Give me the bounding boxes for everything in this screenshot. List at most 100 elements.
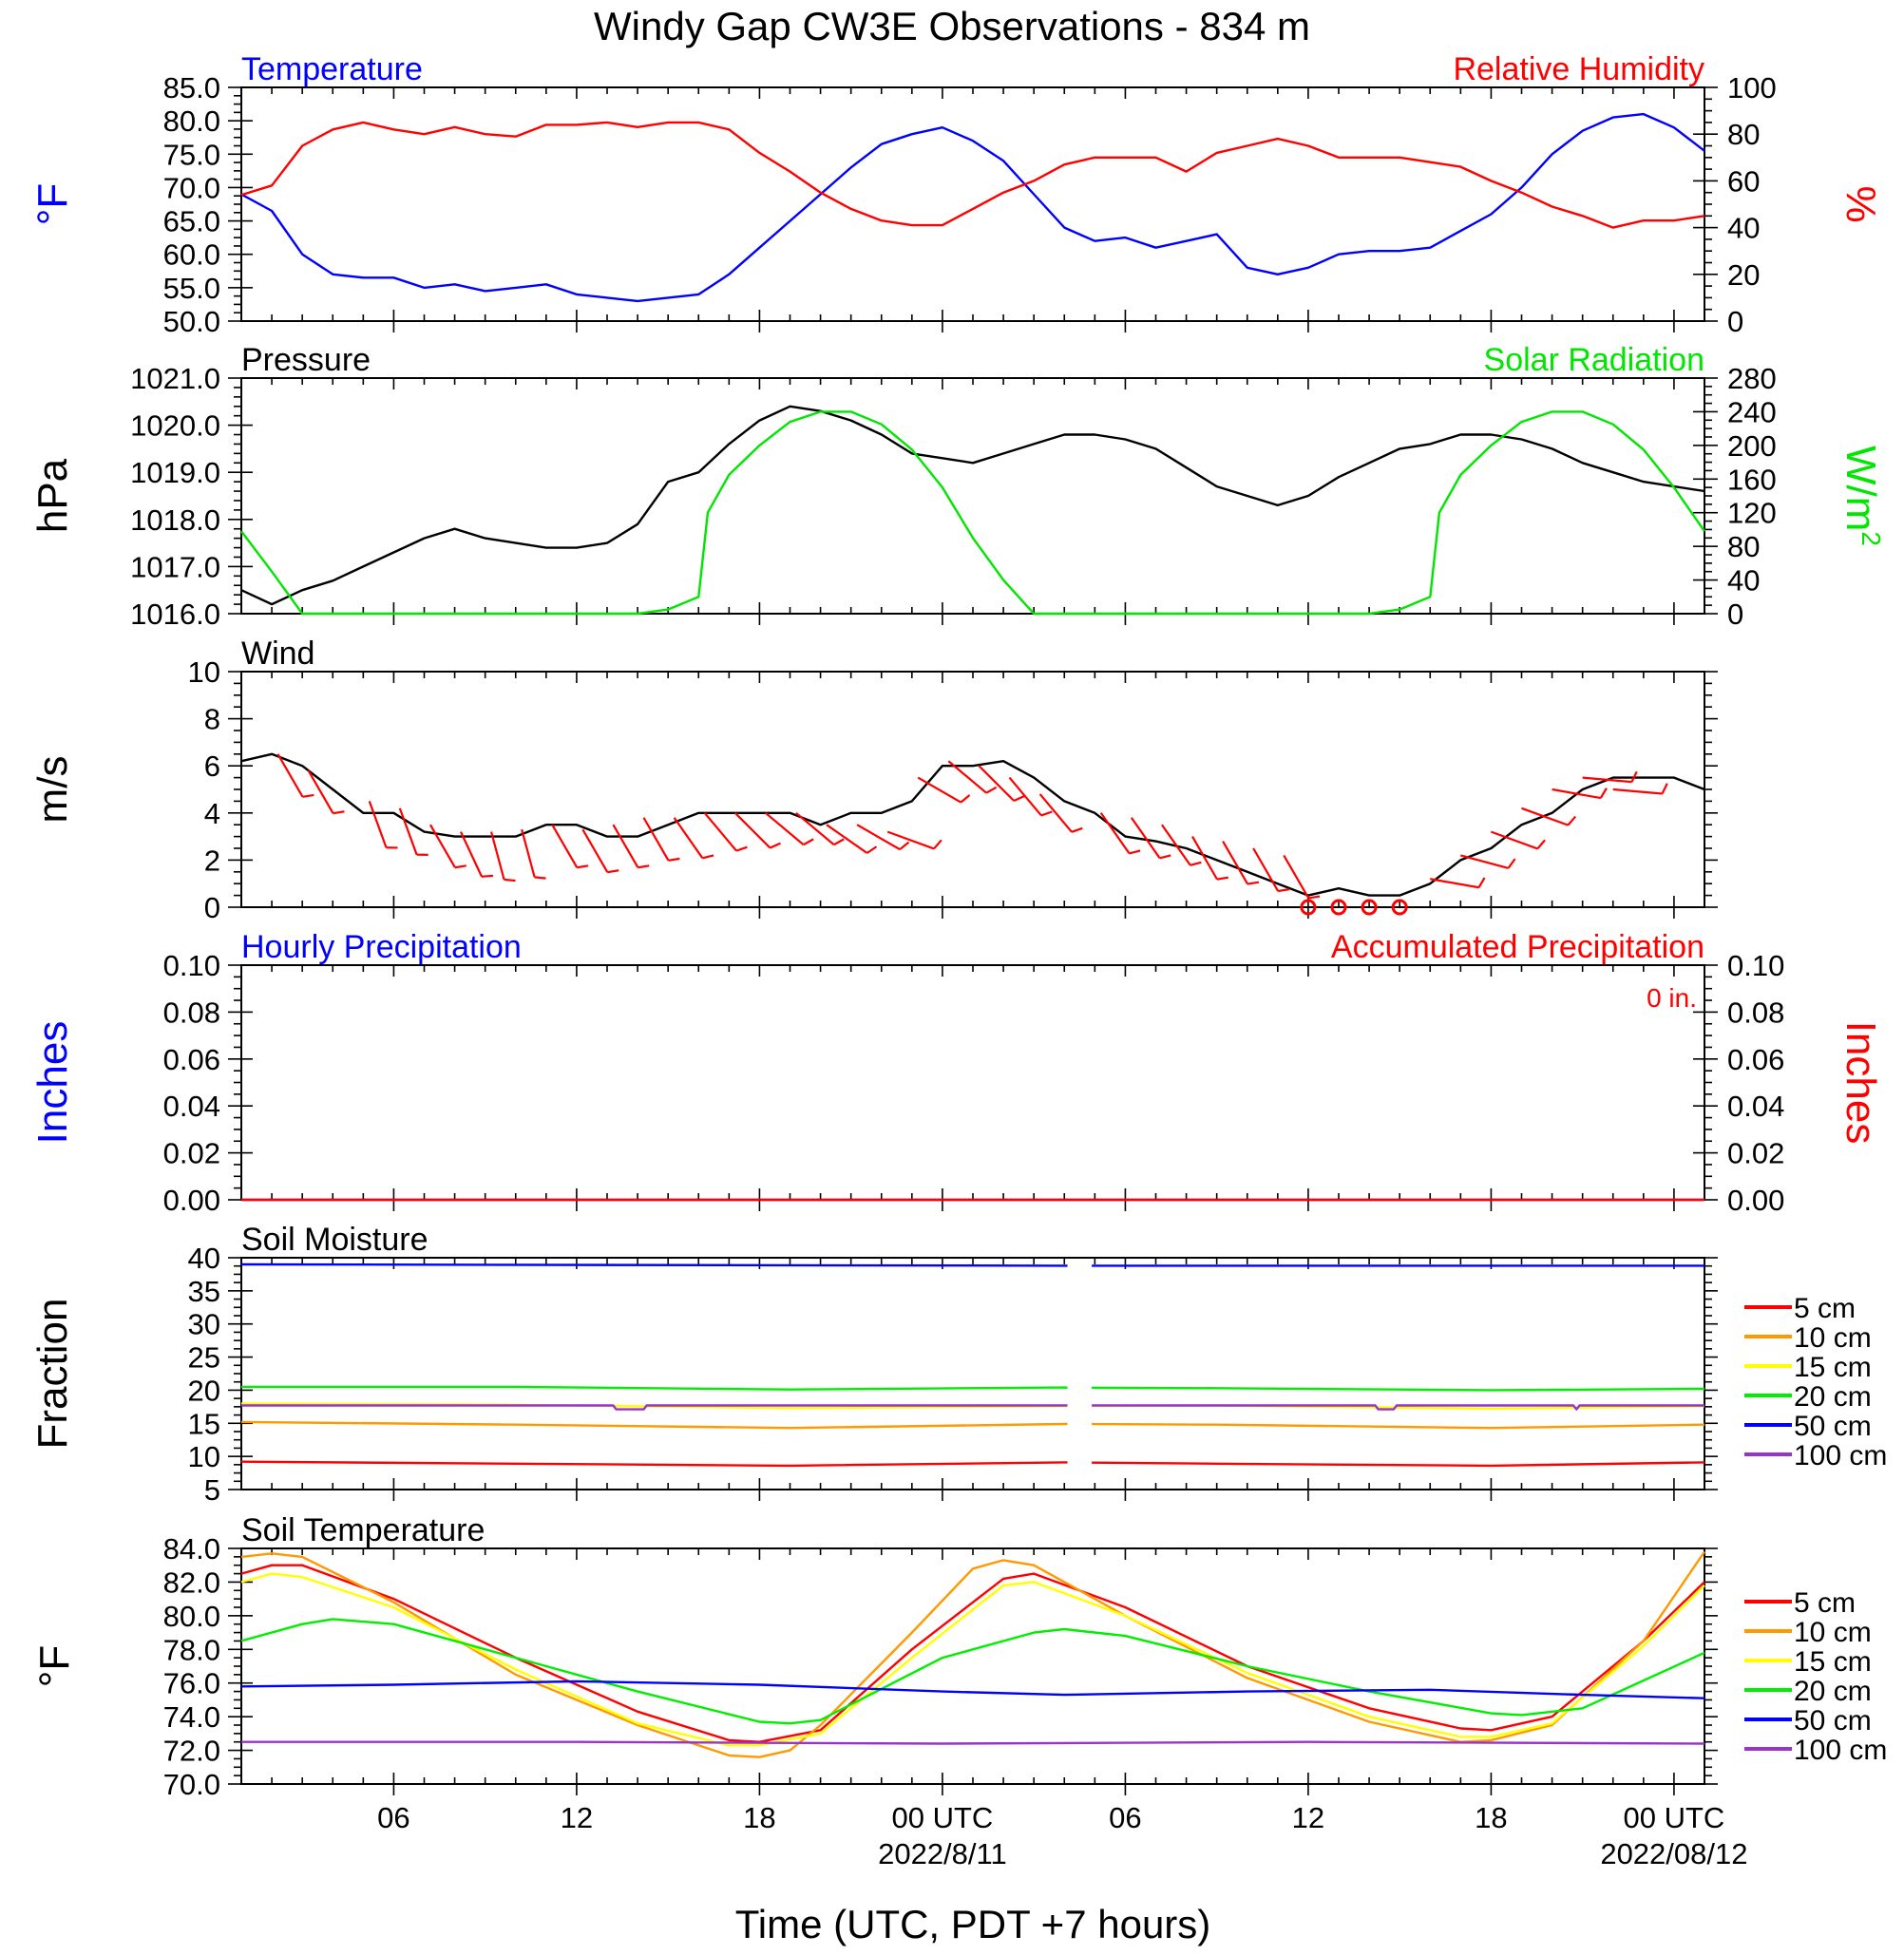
y-tick-label-left: 15 [188,1407,220,1440]
series-line-5-cm [240,1460,1068,1468]
x-tick-label: 12 [1292,1801,1324,1834]
y-tick-label-right: 280 [1727,362,1777,395]
wind-barb-feather [1159,854,1171,860]
wind-barb-staff [1552,788,1601,800]
y-tick-label-left: 25 [188,1341,220,1375]
y-tick-label-left: 84.0 [163,1532,220,1566]
y-tick-label-left: 78.0 [163,1633,220,1666]
x-tick-label: 00 UTC [892,1801,994,1834]
wind-frame [240,671,1705,908]
x-tick-label: 18 [743,1801,775,1834]
legend-label: 50 cm [1794,1411,1872,1442]
series-line-solar-radiation [240,410,1705,616]
legend-label: 15 cm [1794,1646,1872,1678]
wind-barb-feather [454,864,466,869]
temp-rh-ylabel-right: % [1837,185,1884,222]
soil-moisture-title-left: Soil Moisture [241,1222,428,1258]
series-line-100-cm [241,1404,1068,1411]
y-tick-label-right: 0.00 [1727,1184,1784,1217]
y-tick-label-left: 5 [204,1473,220,1507]
wind-barb-staff [1283,854,1310,900]
y-tick-label-left: 85.0 [163,71,220,104]
legend-label: 20 cm [1794,1381,1872,1413]
series-line-50-cm [240,1262,1068,1267]
x-date-label: 2022/8/11 [878,1837,1007,1870]
wind-barb-feather [302,793,314,798]
series-line-pressure [240,405,1705,606]
pressure-solar-frame [240,377,1705,615]
y-tick-label-left: 35 [188,1275,220,1308]
y-tick-label-right: 40 [1727,564,1760,598]
y-tick-label-right: 80 [1727,530,1760,563]
y-tick-label-left: 40 [188,1242,220,1275]
y-tick-label-left: 70.0 [163,171,220,204]
y-tick-label-right: 0 [1727,305,1743,338]
wind-barb-feather [735,845,748,852]
y-tick-label-left: 74.0 [163,1700,220,1734]
y-tick-label-left: 80.0 [163,104,220,138]
wind-barb-staff [886,830,935,850]
y-tick-label-left: 55.0 [163,272,220,305]
wind-barb-staff [368,801,388,848]
legend-label: 50 cm [1794,1705,1872,1737]
wind-barb-staff [1521,807,1569,826]
wind-barb-feather [668,857,680,862]
series-line-10-cm [240,1550,1705,1758]
series-line-50-cm [240,1680,1705,1699]
y-tick-label-right: 0.04 [1727,1090,1784,1123]
wind-barb-staff [490,831,505,881]
wind-barb-staff [1582,776,1632,784]
wind-barb-staff [276,753,304,798]
y-tick-label-left: 0.02 [163,1137,220,1170]
y-tick-label-right: 0 [1727,598,1743,631]
wind-barb-staff [1038,793,1073,833]
wind-barb-feather [960,794,971,804]
accumulated-total-label: 0 in. [1647,983,1697,1013]
legend-label: 5 cm [1794,1293,1856,1324]
x-date-label: 2022/08/12 [1600,1837,1747,1870]
wind-barb-feather [899,841,910,851]
y-tick-label-left: 0.08 [163,996,220,1029]
wind-barb-staff [795,811,835,846]
wind-barb-feather [1071,826,1083,833]
x-tick-label: 12 [561,1801,593,1834]
wind-barb-staff [1252,847,1280,892]
y-tick-label-left: 1021.0 [130,362,220,395]
wind-barb-staff [1460,854,1509,869]
calm-wind-circle [1391,899,1408,916]
wind-barb-staff [947,760,987,794]
series-line-5-cm [1092,1461,1705,1468]
precip-title-right: Accumulated Precipitation [1331,929,1704,965]
y-tick-label-right: 200 [1727,429,1777,463]
wind-barb-feather [770,842,781,849]
wind-barb-staff [978,765,1015,802]
wind-barb-staff [1161,824,1191,866]
wind-barb-feather [866,845,878,854]
wind-barb-staff [521,828,536,878]
y-tick-label-left: 6 [204,750,220,783]
y-tick-label-left: 1016.0 [130,598,220,631]
y-tick-label-right: 20 [1727,258,1760,292]
y-tick-label-right: 240 [1727,395,1777,428]
y-tick-label-left: 50.0 [163,305,220,338]
y-tick-label-left: 30 [188,1308,220,1341]
wind-barb-staff [1222,841,1249,885]
legend-label: 100 cm [1794,1735,1887,1766]
wind-barb-staff [581,828,609,873]
wind-barb-staff [1130,817,1161,859]
precip-panel: 0.00 0.02 0.04 0.06 0.08 0.10 0.00 0.02 0.04 0.06… [29,929,1884,1217]
y-tick-label-right: 160 [1727,463,1777,496]
series-line-100-cm [1092,1404,1704,1411]
calm-wind-circle [1330,899,1347,916]
figure-title: Windy Gap CW3E Observations - 834 m [594,4,1310,48]
wind-barb-feather [1661,783,1668,795]
wind-barb-feather [702,854,714,860]
y-tick-label-right: 40 [1727,212,1760,245]
pressure-solar-title-left: Pressure [241,342,371,378]
series-line-10-cm [240,1420,1068,1430]
wind-barb-feather [1599,788,1608,799]
series-line-relative-humidity [240,121,1705,229]
wind-barb-staff [856,824,901,851]
precip-ylabel-right: Inches [1837,1021,1884,1145]
